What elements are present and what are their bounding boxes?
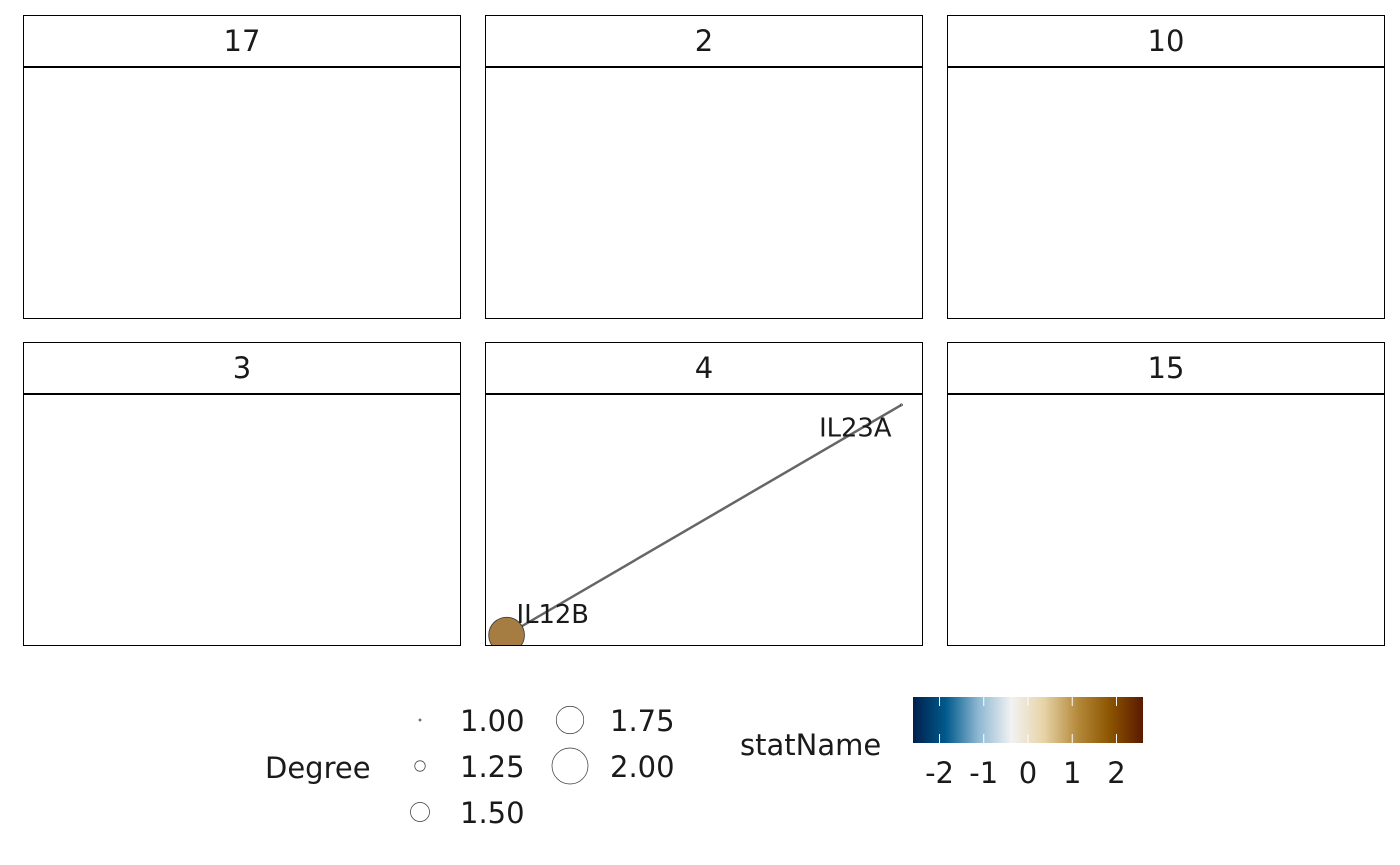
size-legend-label: 2.00 — [610, 750, 675, 784]
facet-strip-label: 17 — [24, 16, 460, 68]
color-legend-tick-label: -1 — [969, 756, 998, 790]
facet-plot-area — [486, 68, 922, 318]
color-legend-tick-label: 2 — [1107, 756, 1125, 790]
size-legend-keys: 1.00 1.25 1.50 1.75 2.00 — [410, 704, 675, 830]
color-legend-tick-label: 0 — [1019, 756, 1037, 790]
size-legend-key — [551, 747, 589, 785]
color-legend-tick-label: -2 — [925, 756, 954, 790]
color-bar — [913, 697, 1143, 743]
facet-strip-label: 4 — [486, 343, 922, 395]
facet-panel: 3 — [23, 342, 461, 646]
facet-plot-area — [948, 395, 1384, 645]
facet-strip-label: 10 — [948, 16, 1384, 68]
facet-plot-area — [948, 68, 1384, 318]
facet-network-svg: IL23A IL12B — [488, 403, 903, 645]
color-legend-ticks: -2 -1 0 1 2 — [925, 697, 1126, 790]
facet-panel: 2 — [485, 15, 923, 319]
network-node — [488, 616, 525, 645]
facet-strip-label: 15 — [948, 343, 1384, 395]
facet-strip-label: 3 — [24, 343, 460, 395]
facet-plot-area — [24, 68, 460, 318]
size-legend-label: 1.00 — [460, 704, 525, 738]
size-legend-key — [555, 705, 585, 735]
facet-plot-area — [24, 395, 460, 645]
facet-plot-area: IL23A IL12B — [486, 395, 922, 645]
facet-panel: 10 — [947, 15, 1385, 319]
facet-network-svg — [948, 395, 1384, 645]
node-label: IL23A — [819, 414, 892, 444]
facet-network-svg — [486, 68, 922, 318]
facet-panel: 17 — [23, 15, 461, 319]
size-legend-key — [414, 760, 426, 772]
size-legend-label: 1.50 — [460, 796, 525, 830]
size-legend-key — [410, 802, 430, 822]
network-edge — [505, 403, 903, 637]
color-legend-title: statName — [740, 728, 881, 762]
size-legend-label: 1.75 — [610, 704, 675, 738]
facet-network-svg — [24, 395, 460, 645]
size-legend-key — [418, 718, 422, 722]
size-legend-label: 1.25 — [460, 750, 525, 784]
facet-panel: 4 IL23A IL12B — [485, 342, 923, 646]
size-legend-title: Degree — [265, 751, 371, 785]
node-label: IL12B — [517, 600, 589, 630]
facet-strip-label: 2 — [486, 16, 922, 68]
network-node — [900, 403, 903, 407]
facet-panel: 15 — [947, 342, 1385, 646]
facet-network-svg — [948, 68, 1384, 318]
facet-network-svg — [24, 68, 460, 318]
color-legend-tick-label: 1 — [1063, 756, 1081, 790]
